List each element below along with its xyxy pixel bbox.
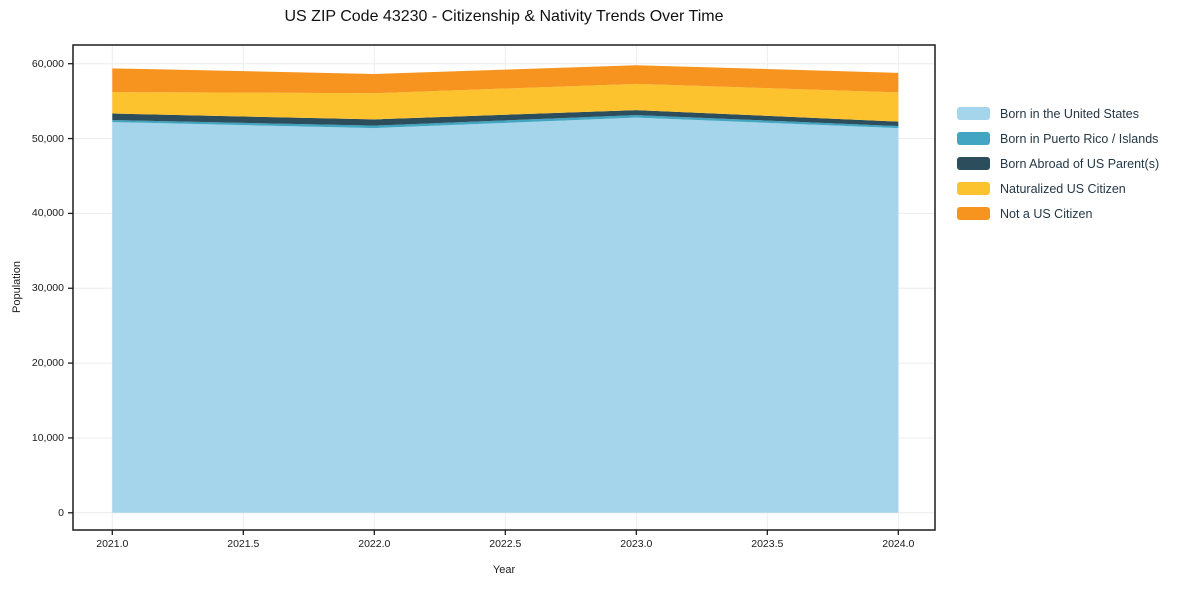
legend-label: Born in the United States [1000,106,1139,121]
y-tick-label: 60,000 [31,57,64,70]
x-tick-label: 2021.5 [227,538,260,550]
x-tick-label: 2023.5 [751,538,784,550]
chart-title: US ZIP Code 43230 - Citizenship & Nativi… [284,8,724,25]
y-tick-label: 40,000 [31,207,64,220]
legend-swatch-icon [957,182,990,195]
legend-swatch-icon [957,207,990,220]
legend-label: Born in Puerto Rico / Islands [1000,131,1159,146]
area-series-2 [112,110,899,127]
x-axis-label: Year [492,564,516,576]
legend-item-0: Born in the United States [957,101,1159,126]
legend-swatch-icon [957,132,990,145]
area-series-3 [112,83,899,122]
y-tick-label: 30,000 [31,282,64,295]
y-tick-label: 50,000 [31,132,64,145]
plot-frame [72,44,936,531]
x-tick-label: 2022.0 [358,538,391,550]
area-series-4 [112,65,899,94]
y-tick-label: 20,000 [31,357,64,370]
legend-swatch-icon [957,157,990,170]
x-tick-label: 2021.0 [96,538,129,550]
legend-label: Not a US Citizen [1000,206,1093,221]
legend-label: Born Abroad of US Parent(s) [1000,156,1160,171]
legend-item-1: Born in Puerto Rico / Islands [957,126,1159,151]
x-tick-label: 2024.0 [882,538,915,550]
y-tick-label: 0 [58,506,64,519]
area-series-1 [112,115,899,129]
x-tick-label: 2022.5 [489,538,522,550]
legend-item-4: Not a US Citizen [957,201,1159,226]
legend: Born in the United States Born in Puerto … [957,101,1159,226]
area-series-0 [112,117,899,513]
legend-item-2: Born Abroad of US Parent(s) [957,151,1159,176]
legend-label: Naturalized US Citizen [1000,181,1126,196]
y-tick-label: 10,000 [31,431,64,444]
legend-item-3: Naturalized US Citizen [957,176,1159,201]
x-tick-label: 2023.0 [620,538,653,550]
legend-swatch-icon [957,107,990,120]
